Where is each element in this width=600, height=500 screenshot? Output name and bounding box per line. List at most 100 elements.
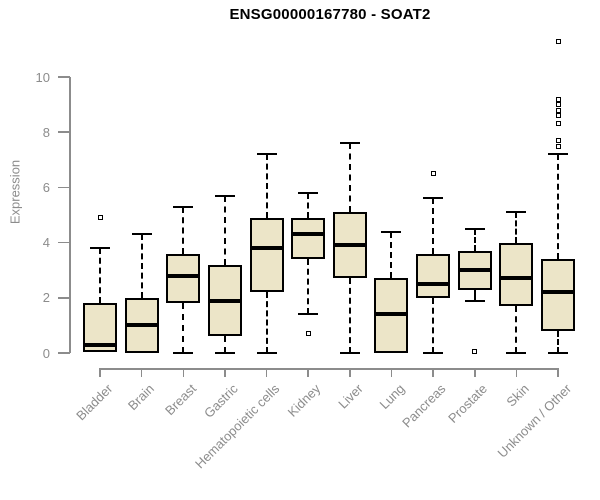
lower-whisker xyxy=(473,289,476,301)
y-tick xyxy=(58,241,70,244)
lower-whisker-cap xyxy=(256,352,277,354)
y-tick-label: 10 xyxy=(35,69,50,85)
median-bar xyxy=(124,323,159,328)
outlier-point xyxy=(555,96,561,102)
upper-whisker xyxy=(265,154,268,218)
x-tick-label: Pancreas xyxy=(399,381,449,431)
y-tick-label: 0 xyxy=(42,345,50,361)
x-tick xyxy=(224,368,226,377)
outlier-point xyxy=(555,38,561,44)
median-bar xyxy=(332,243,367,248)
x-tick-label: Lung xyxy=(376,381,408,413)
box-pancreas xyxy=(416,253,451,298)
median-bar xyxy=(457,268,492,273)
x-tick xyxy=(182,368,185,377)
x-tick xyxy=(307,368,309,377)
median-bar xyxy=(291,232,326,237)
x-tick xyxy=(515,368,518,377)
lower-whisker-cap xyxy=(173,352,194,354)
y-tick-label: 4 xyxy=(42,235,50,251)
x-tick-label: Prostate xyxy=(445,381,491,426)
outlier-point xyxy=(555,121,561,127)
upper-whisker xyxy=(390,231,393,279)
upper-whisker-cap xyxy=(339,142,360,145)
median-bar xyxy=(416,282,451,286)
x-tick xyxy=(349,368,351,377)
chart-title: ENSG00000167780 - SOAT2 xyxy=(229,6,431,23)
median-bar xyxy=(166,273,201,278)
upper-whisker xyxy=(182,206,185,254)
x-tick xyxy=(99,368,101,377)
lower-whisker xyxy=(223,336,226,353)
outlier-point xyxy=(555,137,561,143)
upper-whisker xyxy=(432,198,435,254)
lower-whisker xyxy=(557,330,560,353)
box-unknown-other xyxy=(541,259,576,331)
box-breast xyxy=(166,253,201,304)
x-tick-label: Kidney xyxy=(285,381,324,420)
median-bar xyxy=(499,276,534,281)
outlier-point xyxy=(555,143,561,149)
upper-whisker xyxy=(99,248,101,304)
upper-whisker-cap xyxy=(464,227,485,230)
x-tick-label: Breast xyxy=(161,381,199,419)
upper-whisker xyxy=(140,234,143,298)
y-tick xyxy=(58,352,70,354)
upper-whisker xyxy=(557,154,560,260)
x-tick-label: Bladder xyxy=(73,381,116,424)
lower-whisker-cap xyxy=(506,352,527,354)
upper-whisker xyxy=(348,143,351,213)
median-bar xyxy=(249,246,284,251)
x-tick xyxy=(557,368,559,377)
x-tick xyxy=(474,368,476,377)
box-hematopoietic-cells xyxy=(249,217,284,293)
x-axis-line xyxy=(99,368,560,370)
upper-whisker-cap xyxy=(298,191,319,194)
lower-whisker-cap xyxy=(423,352,444,354)
lower-whisker-cap xyxy=(298,313,319,316)
lower-whisker xyxy=(348,278,351,353)
lower-whisker xyxy=(265,292,268,353)
lower-whisker xyxy=(182,303,185,353)
y-axis-line xyxy=(69,77,71,353)
lower-whisker xyxy=(432,297,435,353)
box-skin xyxy=(499,242,534,307)
outlier-point xyxy=(97,215,103,221)
x-tick xyxy=(265,368,268,377)
median-bar xyxy=(83,342,117,347)
outlier-point xyxy=(555,113,561,119)
x-tick xyxy=(390,368,393,377)
upper-whisker-cap xyxy=(423,197,444,200)
outlier-point xyxy=(555,107,561,113)
upper-whisker xyxy=(515,212,518,243)
outlier-point xyxy=(555,102,561,108)
y-tick xyxy=(58,76,70,78)
x-tick-label: Liver xyxy=(334,381,366,412)
x-tick-label: Skin xyxy=(503,381,533,410)
y-tick xyxy=(58,186,70,189)
upper-whisker-cap xyxy=(173,205,194,208)
x-tick xyxy=(432,368,434,377)
y-tick xyxy=(58,131,70,133)
x-tick-label: Brain xyxy=(125,381,158,414)
median-bar xyxy=(374,312,409,317)
y-tick xyxy=(58,297,70,299)
y-tick-label: 6 xyxy=(42,179,50,195)
outlier-point xyxy=(430,171,436,177)
lower-whisker-cap xyxy=(339,352,360,354)
box-kidney xyxy=(291,217,326,260)
median-bar xyxy=(541,290,576,295)
x-tick-label: Gastric xyxy=(200,381,241,421)
upper-whisker-cap xyxy=(131,233,152,236)
lower-whisker xyxy=(515,306,518,353)
lower-whisker xyxy=(307,259,310,315)
x-tick xyxy=(140,368,143,377)
y-tick-label: 2 xyxy=(42,290,50,306)
outlier-point xyxy=(472,349,478,355)
upper-whisker-cap xyxy=(214,194,235,197)
upper-whisker xyxy=(307,192,310,218)
lower-whisker-cap xyxy=(214,352,235,354)
upper-whisker-cap xyxy=(381,230,402,233)
lower-whisker-cap xyxy=(464,299,485,302)
